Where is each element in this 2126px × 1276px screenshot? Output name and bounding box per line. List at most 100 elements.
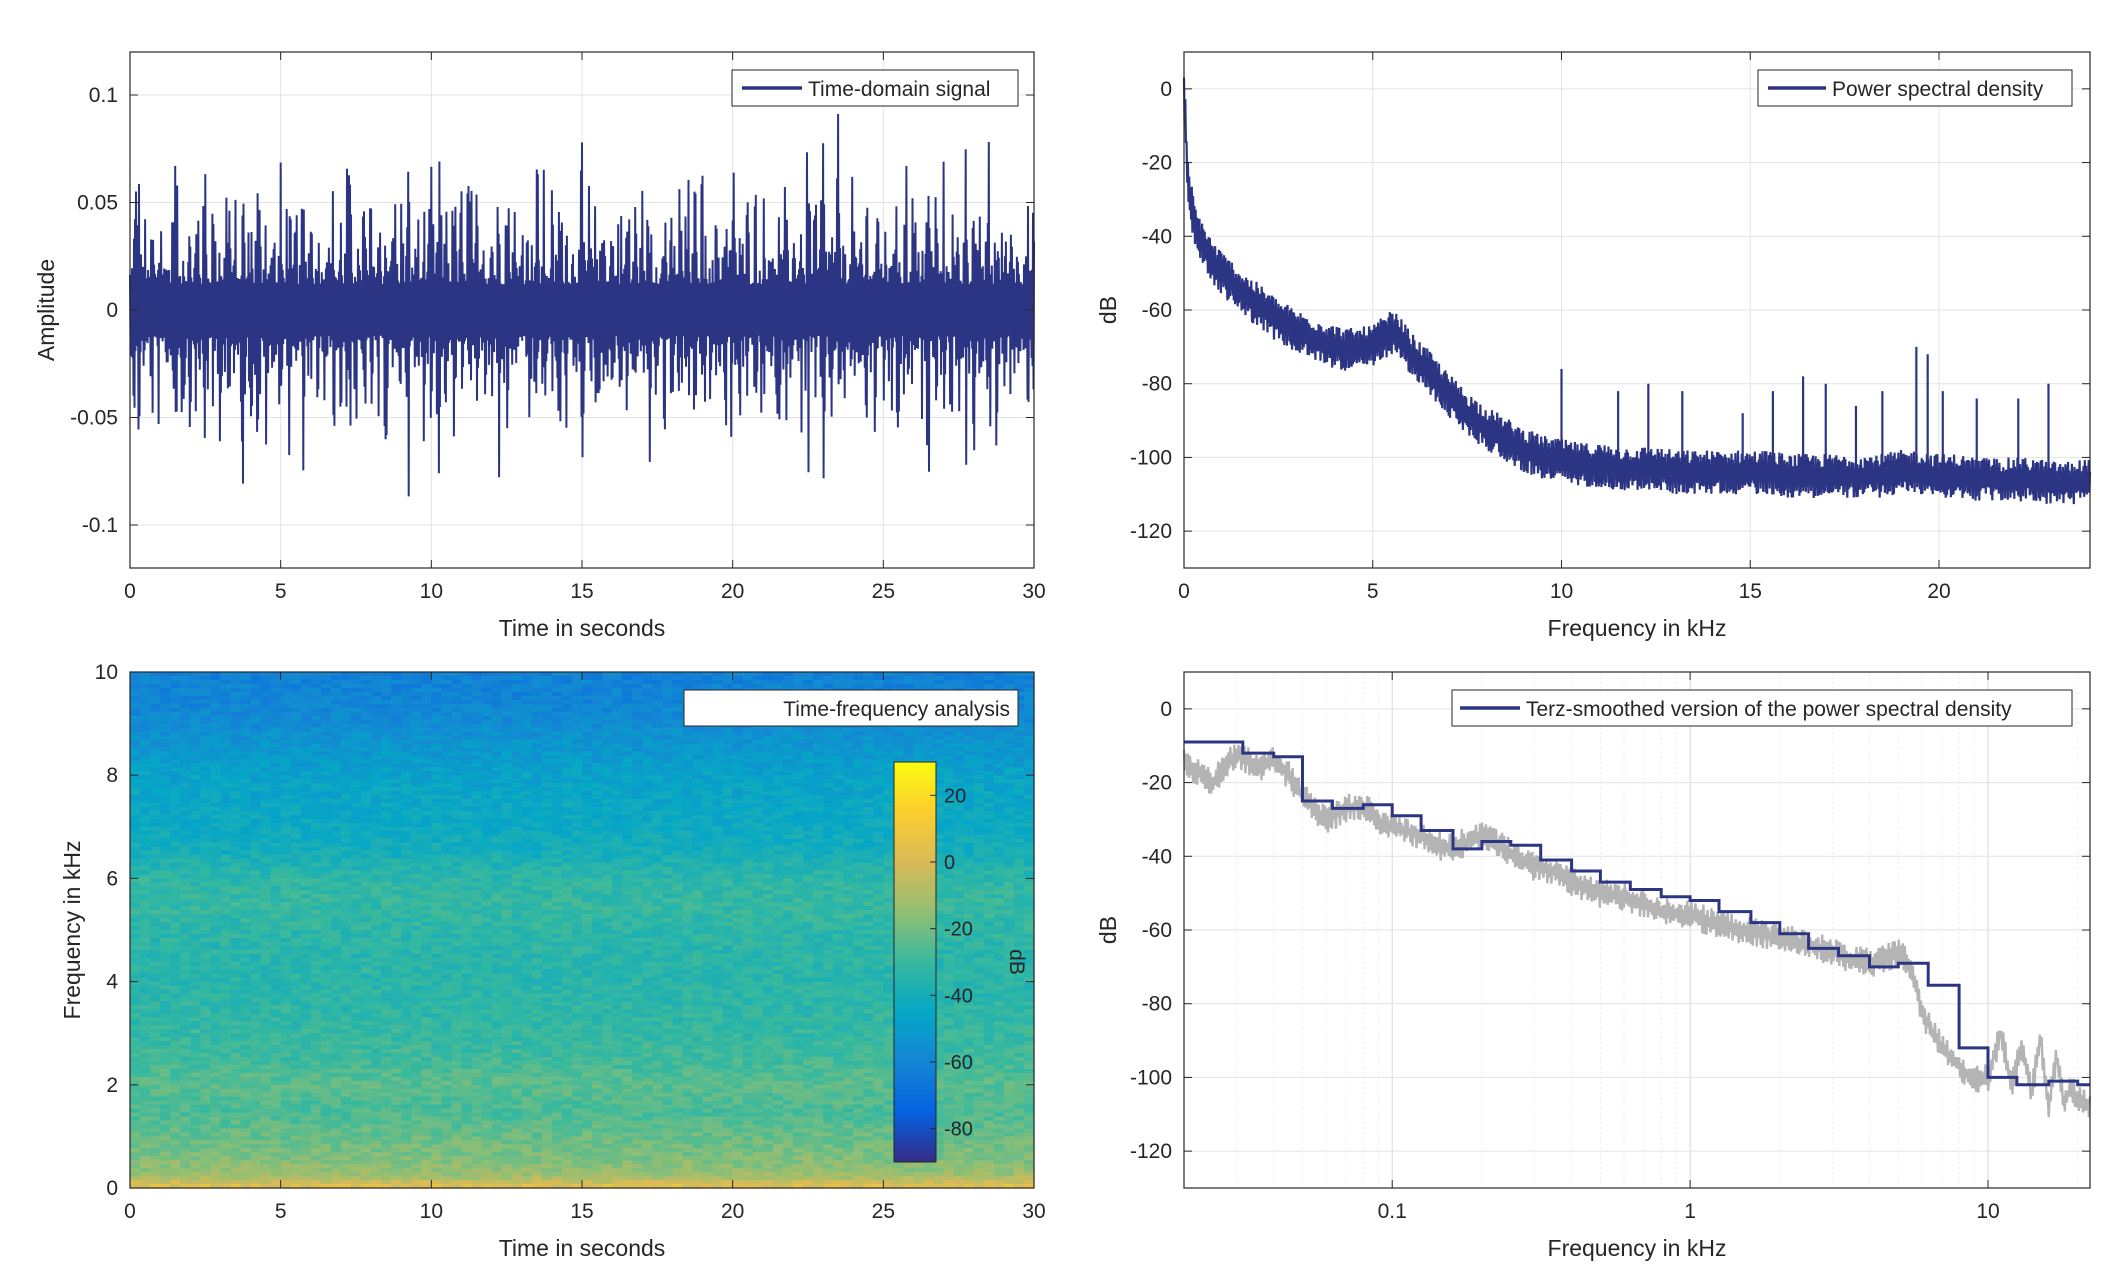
heatmap-cell: [732, 791, 744, 796]
heatmap-cell: [501, 799, 513, 804]
heatmap-cell: [551, 834, 563, 840]
heatmap-cell: [973, 672, 985, 677]
heatmap-cell: [662, 834, 673, 840]
heatmap-cell: [350, 675, 362, 681]
heatmap-cell: [451, 791, 463, 796]
heatmap-cell: [230, 791, 242, 796]
heatmap-cell: [1013, 711, 1025, 717]
heatmap-cell: [802, 838, 814, 844]
heatmap-cell: [220, 870, 232, 876]
heatmap-cell: [1003, 810, 1015, 816]
heatmap-cell: [1023, 679, 1035, 685]
heatmap-cell: [551, 870, 563, 876]
heatmap-cell: [441, 731, 453, 737]
heatmap-cell: [220, 731, 232, 737]
heatmap-cell: [722, 850, 734, 856]
heatmap-cell: [541, 818, 553, 824]
heatmap-cell: [662, 799, 673, 804]
heatmap-cell: [401, 866, 412, 872]
heatmap-cell: [1023, 850, 1035, 856]
heatmap-cell: [471, 699, 483, 705]
heatmap-cell: [923, 739, 935, 745]
heatmap-cell: [421, 874, 432, 879]
heatmap-cell: [140, 791, 151, 796]
heatmap-cell: [260, 695, 272, 701]
heatmap-cell: [712, 791, 724, 796]
heatmap-cell: [290, 834, 302, 840]
heatmap-cell: [893, 739, 905, 745]
heatmap-cell: [642, 735, 653, 741]
heatmap-cell: [622, 735, 633, 741]
heatmap-cell: [973, 747, 985, 752]
heatmap-cell: [371, 743, 382, 749]
heatmap-cell: [973, 735, 985, 741]
heatmap-cell: [531, 787, 543, 792]
heatmap-cell: [622, 806, 633, 812]
heatmap-cell: [833, 806, 844, 812]
heatmap-cell: [471, 810, 483, 816]
heatmap-cell: [873, 771, 884, 776]
x-tick-label: 15: [570, 580, 593, 603]
heatmap-cell: [501, 683, 513, 689]
heatmap-cell: [652, 866, 663, 872]
heatmap-cell: [582, 751, 593, 756]
heatmap-cell: [200, 743, 211, 749]
heatmap-cell: [210, 854, 221, 860]
heatmap-cell: [280, 842, 292, 848]
heatmap-cell: [813, 771, 824, 776]
heatmap-cell: [953, 787, 965, 792]
heatmap-cell: [491, 818, 503, 824]
heatmap-cell: [642, 672, 653, 677]
heatmap-cell: [853, 870, 864, 876]
heatmap-cell: [752, 775, 764, 780]
heatmap-cell: [732, 683, 744, 689]
heatmap-cell: [612, 850, 623, 856]
heatmap-cell: [270, 866, 282, 872]
heatmap-cell: [340, 866, 352, 872]
heatmap-cell: [762, 842, 774, 848]
heatmap-cell: [762, 814, 774, 820]
heatmap-cell: [682, 747, 694, 752]
heatmap-cell: [300, 743, 312, 749]
heatmap-cell: [391, 699, 402, 705]
heatmap-cell: [491, 854, 503, 860]
heatmap-cell: [300, 822, 312, 828]
heatmap-cell: [752, 672, 764, 677]
heatmap-cell: [662, 826, 673, 832]
heatmap-cell: [782, 727, 794, 733]
heatmap-cell: [571, 755, 583, 760]
heatmap-cell: [983, 747, 995, 752]
heatmap-cell: [421, 866, 432, 872]
heatmap-cell: [240, 802, 252, 808]
heatmap-cell: [210, 755, 221, 760]
heatmap-cell: [160, 822, 171, 828]
heatmap-cell: [340, 814, 352, 820]
heatmap-cell: [371, 814, 382, 820]
heatmap-cell: [782, 672, 794, 677]
heatmap-cell: [521, 699, 533, 705]
heatmap-cell: [863, 679, 874, 685]
heatmap-cell: [340, 699, 352, 705]
heatmap-cell: [140, 818, 151, 824]
heatmap-cell: [702, 826, 714, 832]
heatmap-cell: [843, 679, 854, 685]
heatmap-cell: [441, 775, 453, 780]
heatmap-cell: [411, 691, 422, 697]
heatmap-cell: [240, 695, 252, 701]
heatmap-cell: [290, 672, 302, 677]
heatmap-cell: [531, 735, 543, 741]
heatmap-cell: [350, 715, 362, 721]
heatmap-cell: [993, 870, 1005, 876]
heatmap-cell: [943, 814, 955, 820]
heatmap-cell: [300, 679, 312, 685]
heatmap-cell: [582, 715, 593, 721]
heatmap-cell: [672, 802, 684, 808]
heatmap-cell: [551, 771, 563, 776]
heatmap-cell: [973, 759, 985, 764]
heatmap-cell: [511, 799, 523, 804]
heatmap-cell: [200, 699, 211, 705]
heatmap-cell: [1023, 691, 1035, 697]
x-tick-label: 10: [420, 580, 443, 603]
heatmap-cell: [632, 727, 643, 733]
heatmap-cell: [702, 810, 714, 816]
